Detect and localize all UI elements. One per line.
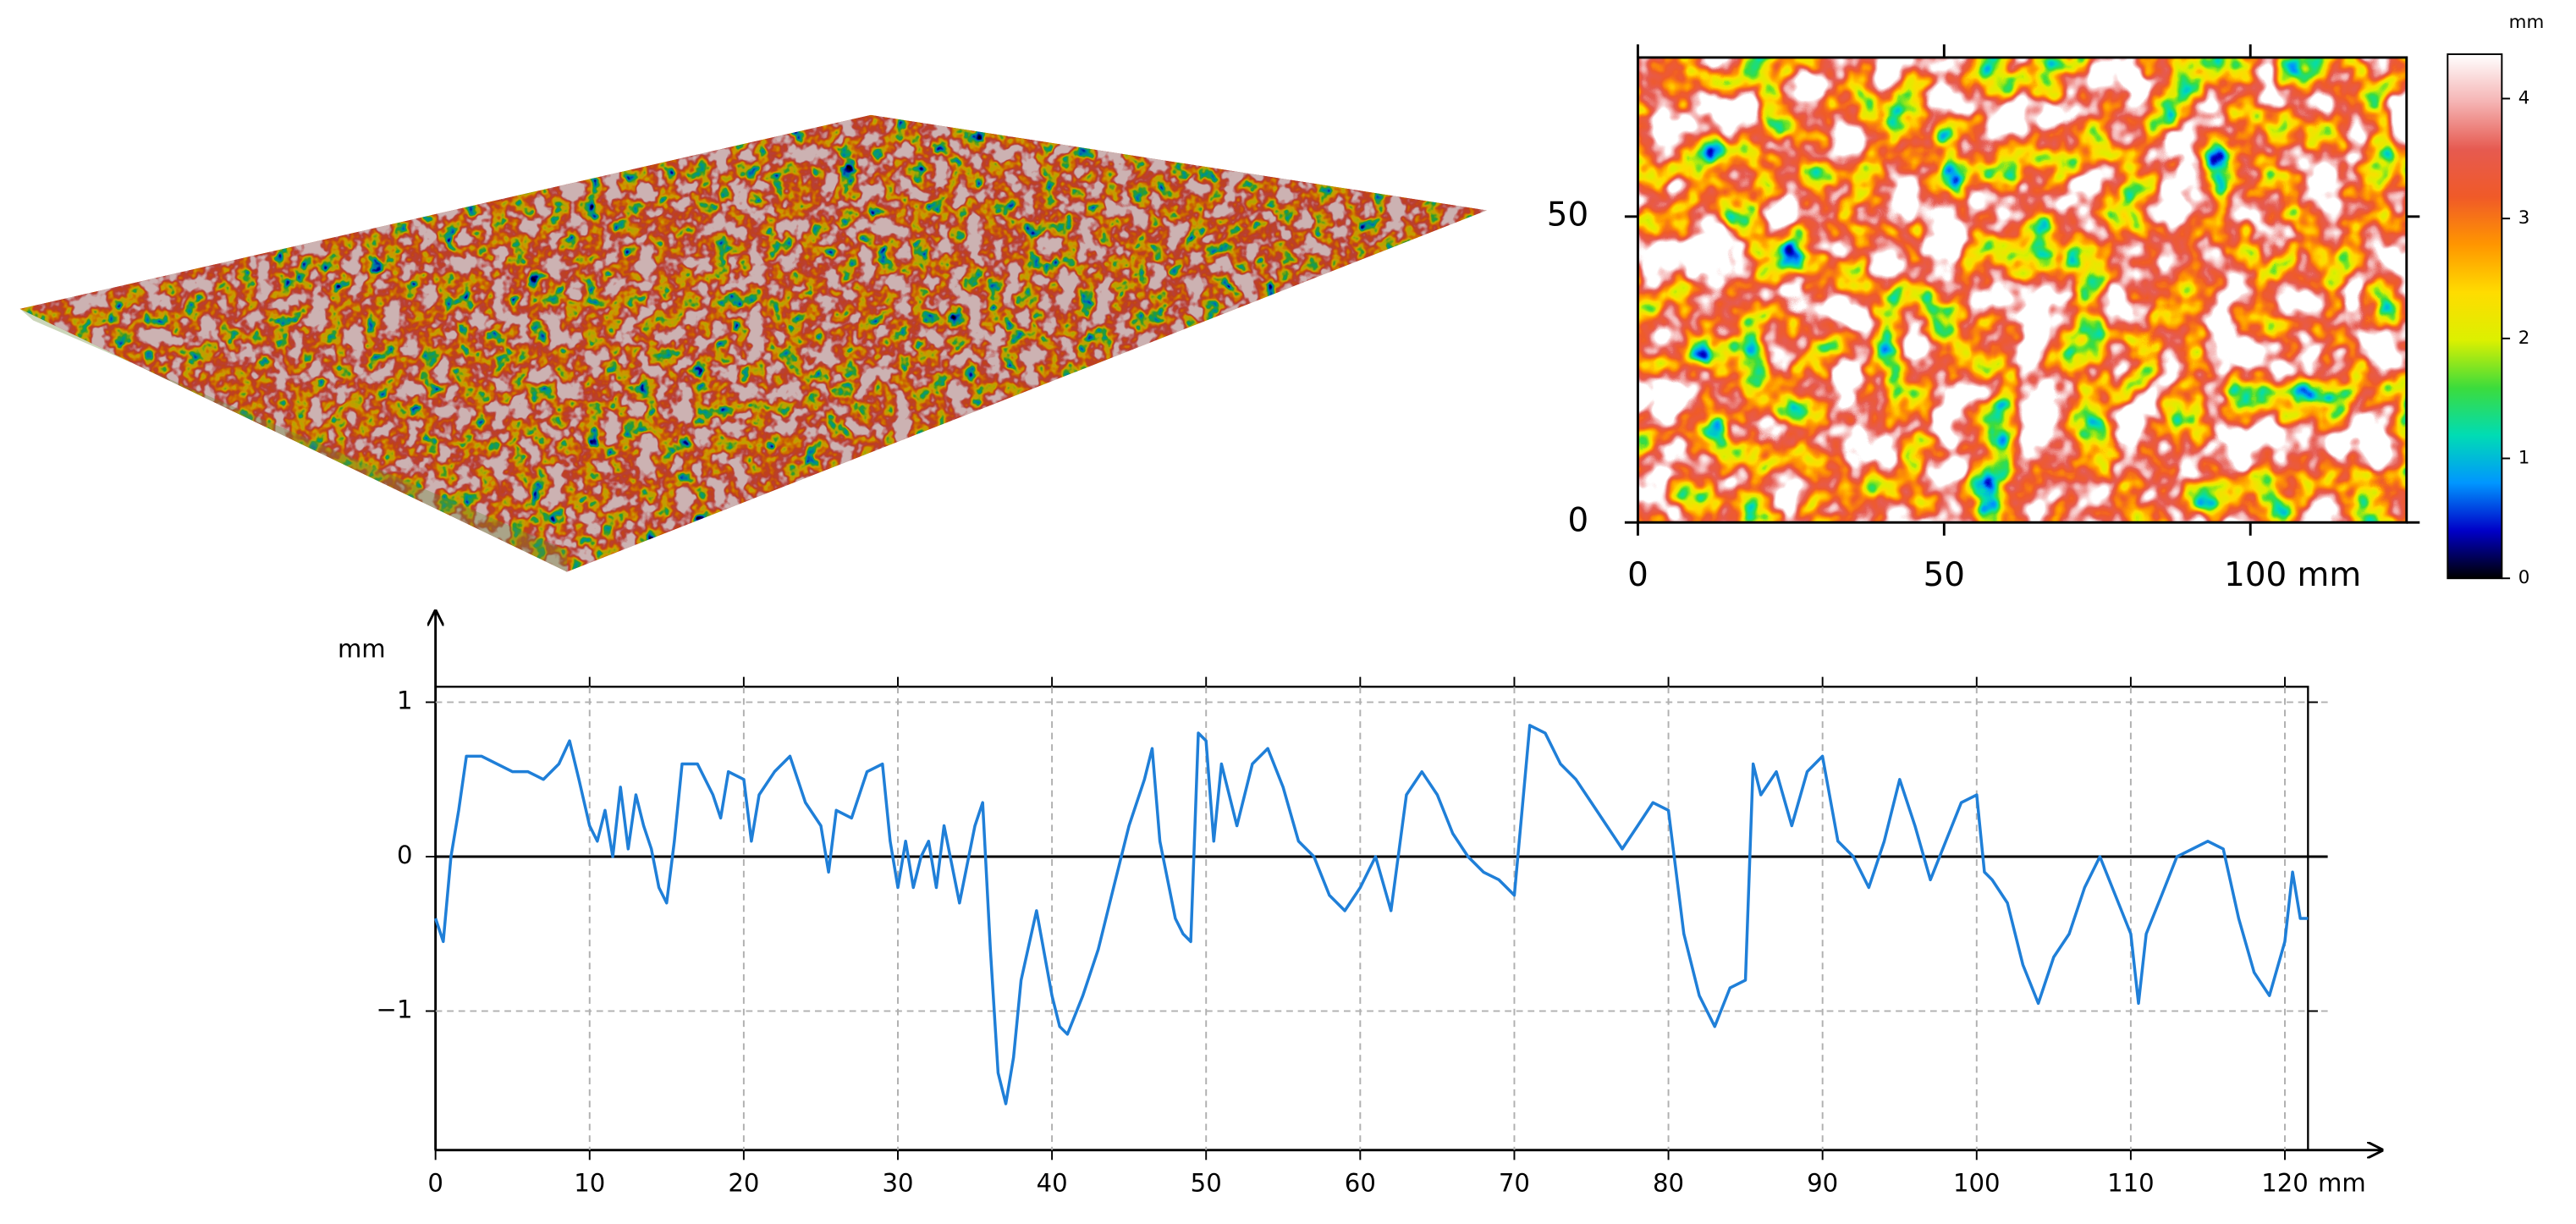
surface-3d-edge xyxy=(19,308,567,572)
x-tick-label: 110 xyxy=(2107,1168,2155,1197)
x-tick-label: 0 xyxy=(427,1168,443,1197)
y-tick-label: −1 xyxy=(377,995,413,1023)
x-tick-label: 120 xyxy=(2261,1168,2309,1197)
x-tick-label: 10 xyxy=(574,1168,605,1197)
colorbar-tick-label: 4 xyxy=(2518,87,2530,108)
x-tick-label: 20 xyxy=(728,1168,759,1197)
colorbar-tick-label: 1 xyxy=(2518,448,2530,469)
y-tick-label: 50 xyxy=(1547,196,1588,234)
x-tick-label: 80 xyxy=(1653,1168,1684,1197)
y-tick-label: 0 xyxy=(397,841,413,869)
plot-frame xyxy=(1636,56,2408,524)
profile-line xyxy=(433,724,2309,1105)
x-tick-label: 50 xyxy=(1191,1168,1222,1197)
colorbar-tick-label: 3 xyxy=(2518,207,2530,229)
height-map-texture xyxy=(1638,57,2407,523)
colorbar xyxy=(2447,53,2503,580)
surface-3d-texture xyxy=(19,114,1487,572)
y-tick-label: 1 xyxy=(397,686,413,715)
plot-frame xyxy=(434,686,2309,1151)
x-tick-label: 90 xyxy=(1807,1168,1838,1197)
x-tick-label: 60 xyxy=(1345,1168,1376,1197)
y-axis-label: mm xyxy=(338,635,386,664)
colorbar-label: mm xyxy=(2509,12,2545,33)
colorbar-tick-label: 0 xyxy=(2518,567,2530,588)
x-axis-unit: mm xyxy=(2318,1168,2366,1197)
colorbar-tick-label: 2 xyxy=(2518,328,2530,349)
x-tick-label: 100 xyxy=(1953,1168,2001,1197)
x-tick-label: 70 xyxy=(1499,1168,1530,1197)
x-tick-label: 30 xyxy=(882,1168,913,1197)
y-tick-label: 0 xyxy=(1568,502,1589,540)
x-tick-label: 0 xyxy=(1627,556,1649,594)
x-tick-label: 100 mm xyxy=(2224,556,2361,594)
x-tick-label: 40 xyxy=(1037,1168,1068,1197)
x-tick-label: 50 xyxy=(1924,556,1965,594)
